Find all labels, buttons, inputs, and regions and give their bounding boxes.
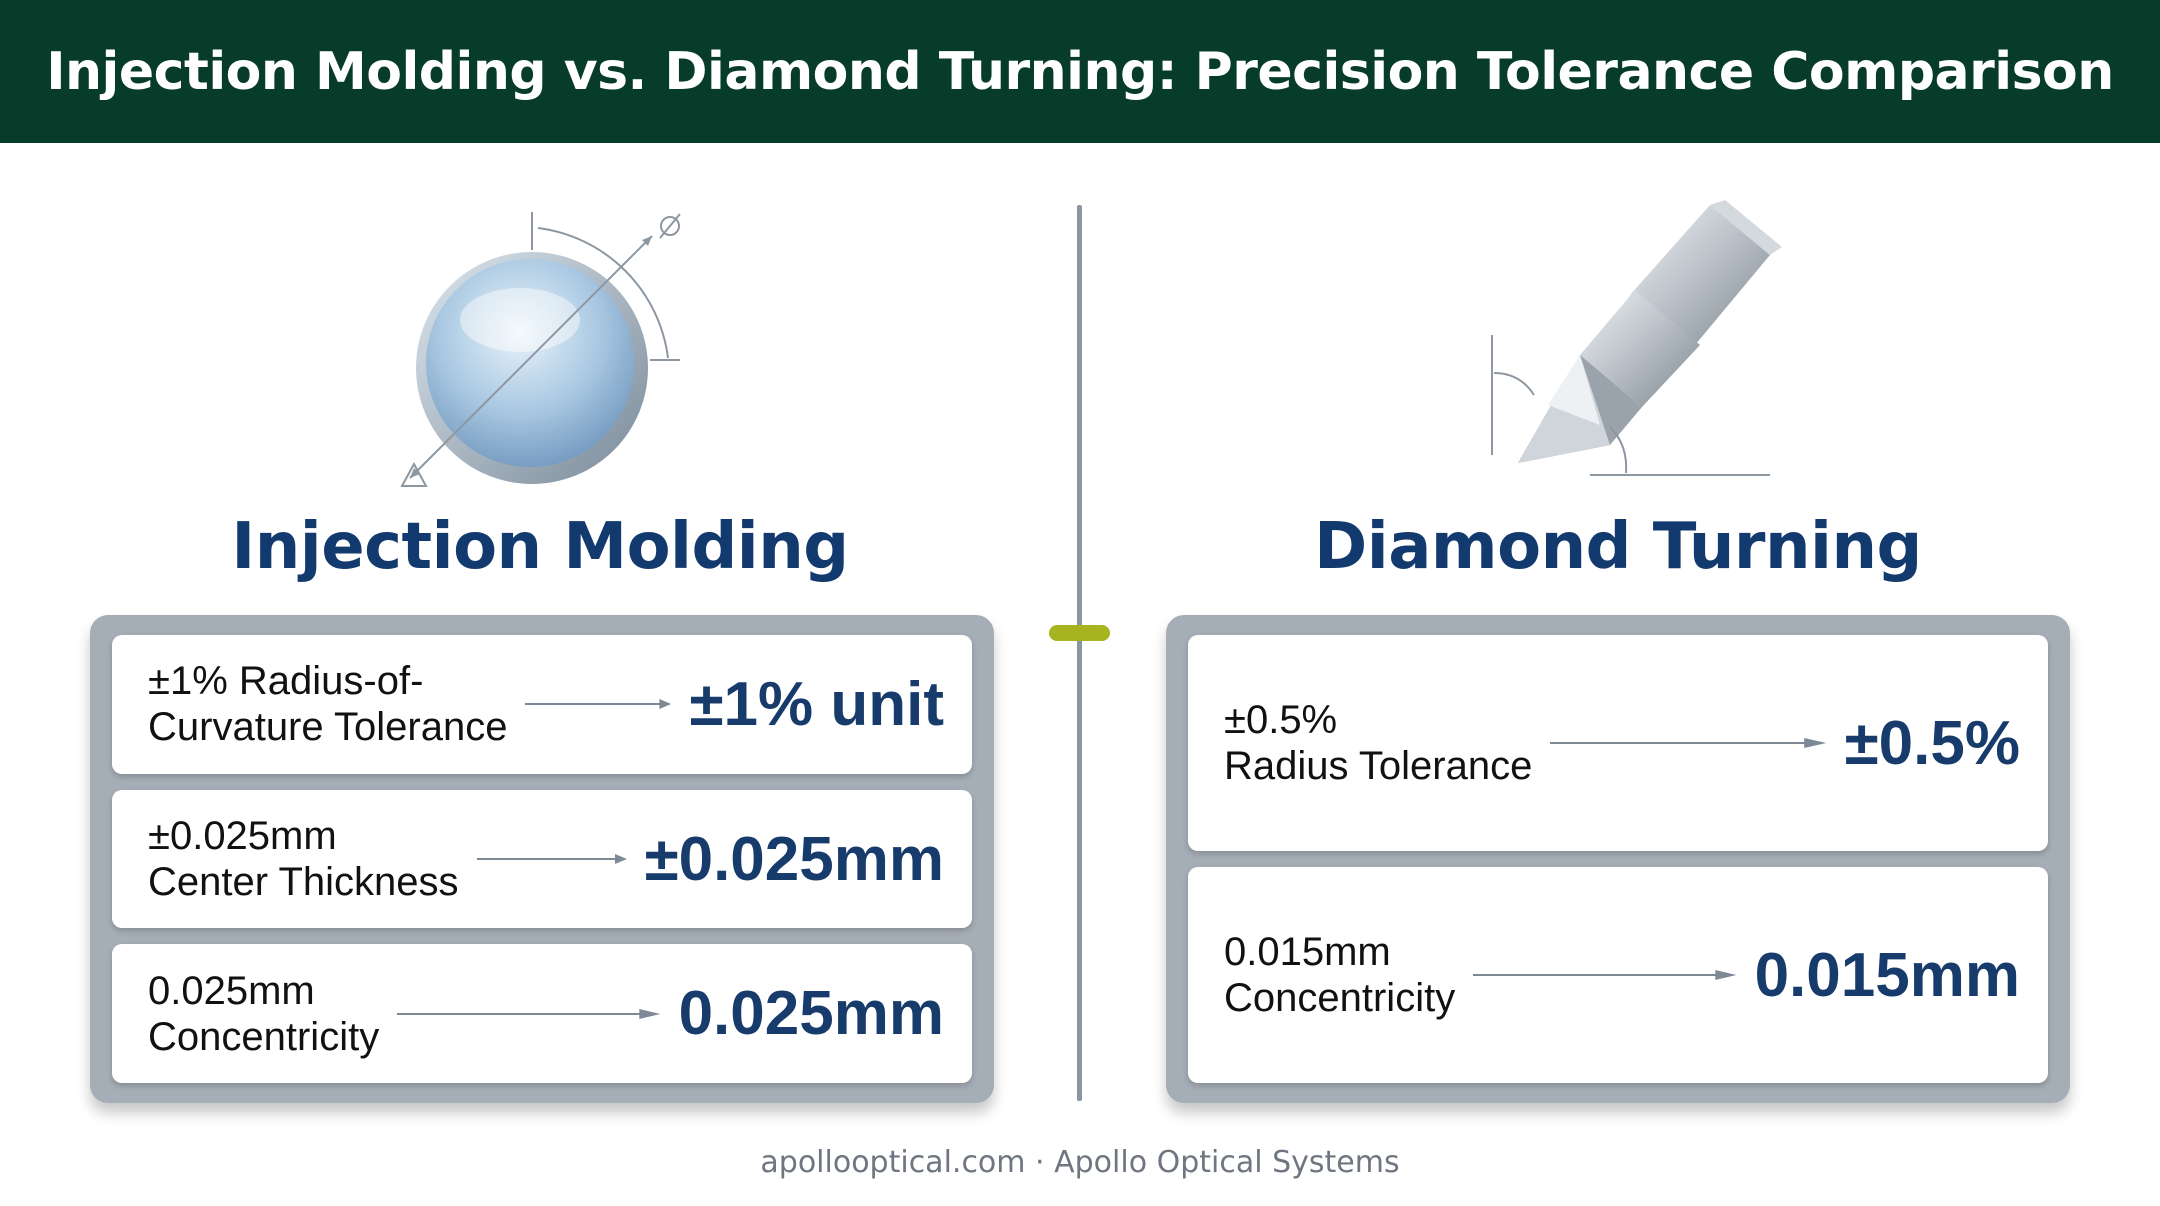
arrow-icon (1473, 965, 1737, 985)
divider-accent-mark (1049, 625, 1110, 641)
row-label: 0.015mm Concentricity (1224, 930, 1456, 1020)
row-value: ±0.025mm (644, 824, 944, 894)
row-value: ±1% unit (689, 669, 944, 739)
row-value: ±0.5% (1844, 708, 2020, 778)
arrow-icon (397, 1004, 661, 1024)
row-label: 0.025mm Concentricity (148, 968, 380, 1059)
diamond-turning-panel: ±0.5% Radius Tolerance ±0.5% 0.015mm Con… (1166, 615, 2070, 1103)
header-bar: Injection Molding vs. Diamond Turning: P… (0, 0, 2160, 143)
row-value: 0.015mm (1754, 940, 2020, 1010)
footer-credit: apollooptical.com · Apollo Optical Syste… (760, 1145, 1400, 1180)
tolerance-row-radius: ±0.5% Radius Tolerance ±0.5% (1188, 635, 2048, 851)
page-title: Injection Molding vs. Diamond Turning: P… (46, 41, 2114, 102)
arrow-icon (525, 694, 672, 714)
injection-molding-title: Injection Molding (231, 510, 849, 584)
row-label: ±0.025mm Center Thickness (148, 814, 459, 904)
tolerance-row-radius: ±1% Radius-of- Curvature Tolerance ±1% u… (112, 635, 972, 774)
arrow-icon (477, 849, 627, 869)
arrow-icon (1550, 733, 1827, 753)
center-divider (1077, 205, 1082, 1101)
row-label: ±1% Radius-of- Curvature Tolerance (148, 659, 508, 750)
tolerance-row-concentricity: 0.025mm Concentricity 0.025mm (112, 944, 972, 1084)
tolerance-row-concentricity: 0.015mm Concentricity 0.015mm (1188, 867, 2048, 1083)
diamond-turning-title: Diamond Turning (1314, 510, 1922, 584)
injection-molding-panel: ±1% Radius-of- Curvature Tolerance ±1% u… (90, 615, 994, 1103)
tolerance-row-center-thickness: ±0.025mm Center Thickness ±0.025mm (112, 789, 972, 929)
diamond-tool-icon (1470, 195, 1800, 495)
row-label: ±0.5% Radius Tolerance (1224, 698, 1533, 788)
row-value: 0.025mm (678, 979, 944, 1049)
lens-icon (380, 200, 720, 500)
